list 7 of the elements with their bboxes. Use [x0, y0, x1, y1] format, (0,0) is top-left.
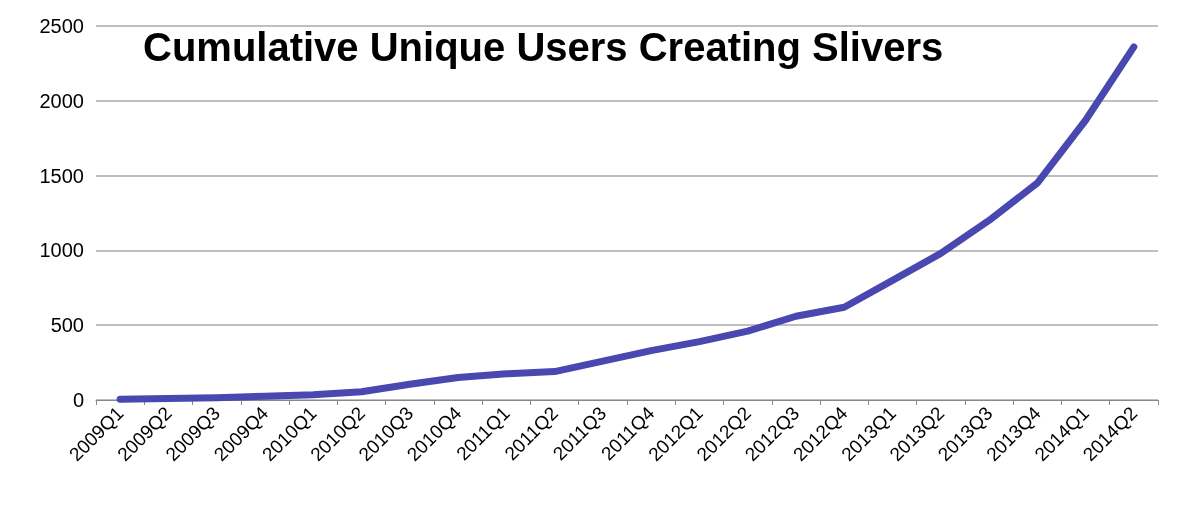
y-tick-label: 2500 [39, 15, 84, 37]
y-tick-label: 1000 [39, 239, 84, 262]
y-tick-label: 500 [50, 314, 84, 337]
y-tick-label: 1500 [39, 164, 84, 187]
y-tick-label: 0 [72, 389, 84, 411]
y-tick-label: 2000 [39, 89, 84, 112]
chart-title: Cumulative Unique Users Creating Slivers [143, 25, 944, 69]
